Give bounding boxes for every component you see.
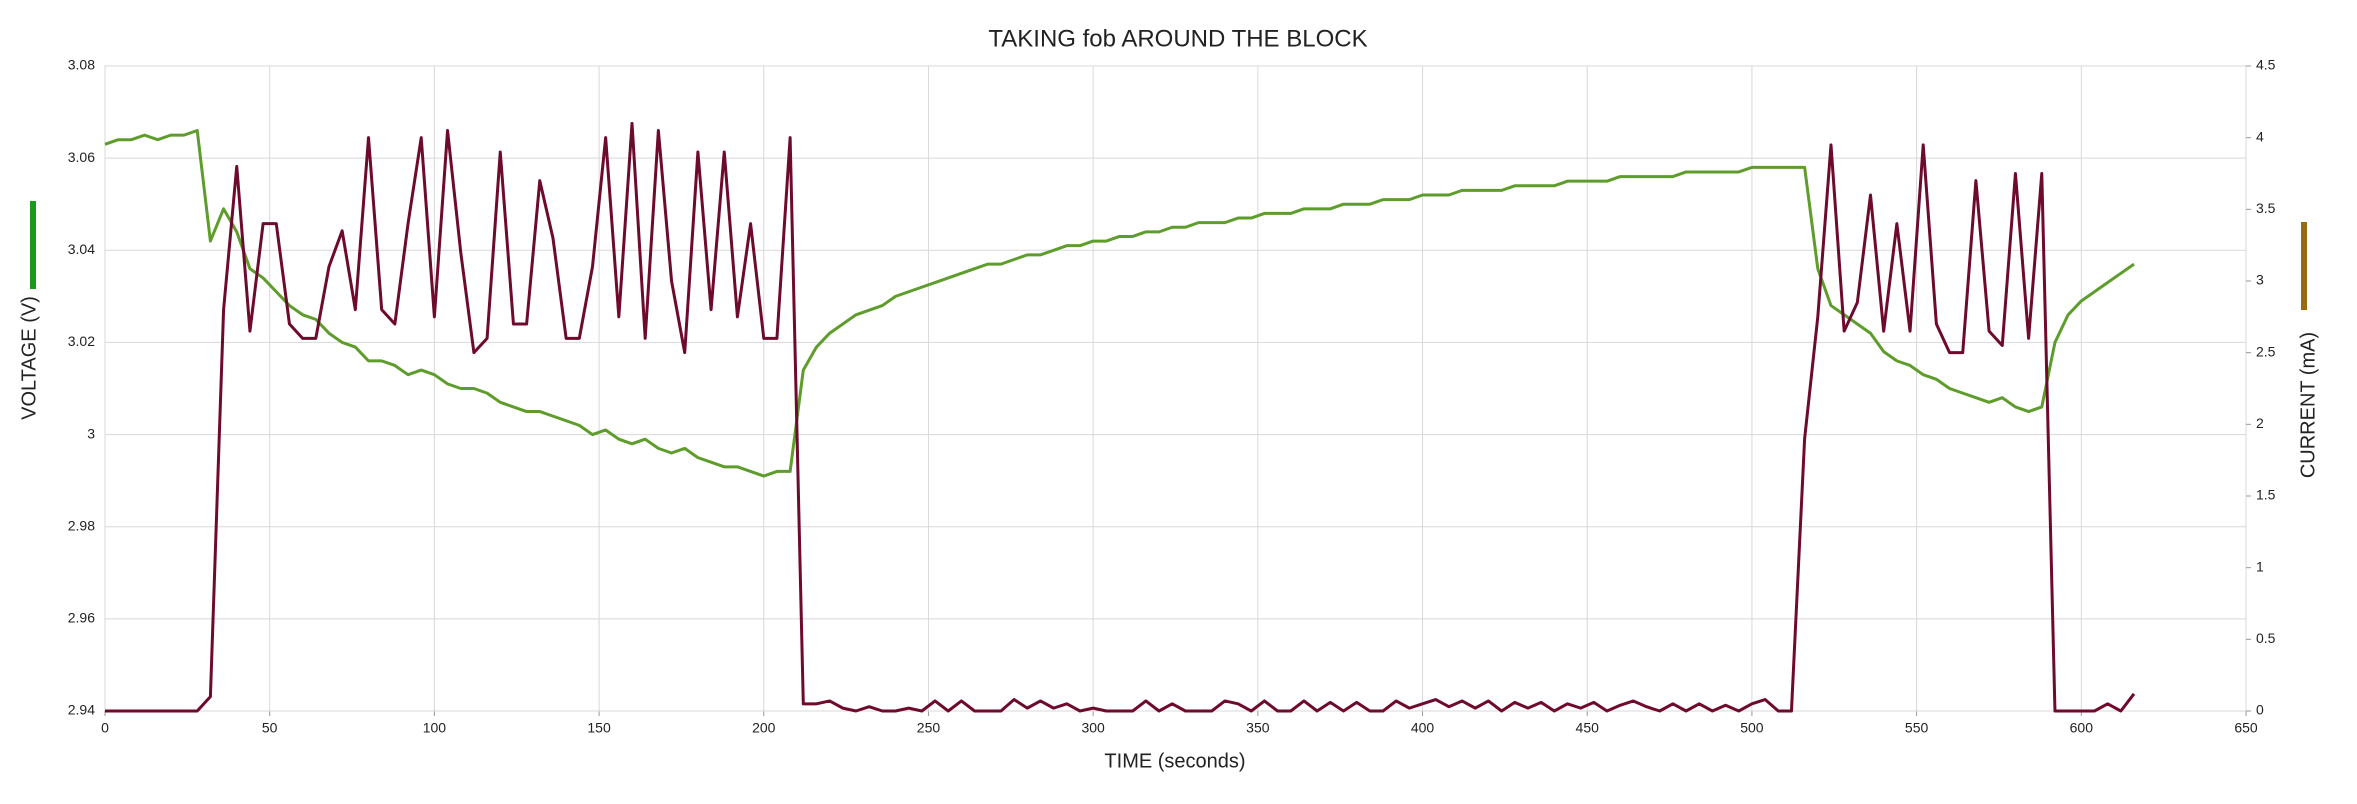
x-axis-label: TIME (seconds)	[1104, 750, 1245, 772]
y-tick-label: 3.08	[68, 57, 95, 73]
x-tick-label: 400	[1411, 720, 1435, 736]
x-tick-label: 450	[1576, 720, 1600, 736]
x-tick-label: 100	[423, 720, 447, 736]
y-tick-label: 2.94	[68, 702, 95, 718]
x-tick-label: 150	[587, 720, 611, 736]
y-tick-label: 3.04	[68, 241, 95, 257]
y2-tick-label: 4	[2256, 128, 2264, 144]
chart-title: TAKING fob AROUND THE BLOCK	[988, 25, 1367, 52]
series-line	[105, 121, 2136, 713]
x-tick-label: 250	[917, 720, 941, 736]
x-tick-label: 500	[1740, 720, 1764, 736]
y2-axis-swatch	[2301, 222, 2307, 310]
y2-tick-label: 2	[2256, 415, 2264, 431]
y-tick-label: 3.06	[68, 149, 95, 165]
y2-tick-label: 1.5	[2256, 487, 2276, 503]
y-tick-label: 3.02	[68, 333, 95, 349]
y2-tick-label: 3.5	[2256, 200, 2276, 216]
x-tick-label: 600	[2070, 720, 2094, 736]
y2-tick-label: 2.5	[2256, 343, 2276, 359]
y2-axis-label: CURRENT (mA)	[2297, 332, 2319, 478]
y2-tick-label: 0	[2256, 702, 2264, 718]
x-tick-label: 350	[1246, 720, 1270, 736]
x-tick-label: 650	[2234, 720, 2258, 736]
y-tick-label: 2.96	[68, 610, 95, 626]
y2-tick-label: 3	[2256, 272, 2264, 288]
y2-tick-label: 4.5	[2256, 57, 2276, 73]
series-line	[104, 129, 2135, 478]
y2-tick-label: 0.5	[2256, 630, 2276, 646]
x-tick-label: 200	[752, 720, 776, 736]
y-tick-label: 3	[87, 425, 95, 441]
y-axis-swatch	[30, 201, 36, 289]
x-tick-label: 300	[1081, 720, 1105, 736]
y-axis-label: VOLTAGE (V)	[18, 296, 40, 420]
y2-tick-label: 1	[2256, 558, 2264, 574]
x-tick-label: 550	[1905, 720, 1929, 736]
y-tick-label: 2.98	[68, 517, 95, 533]
x-tick-label: 0	[101, 720, 109, 736]
x-tick-label: 50	[262, 720, 278, 736]
